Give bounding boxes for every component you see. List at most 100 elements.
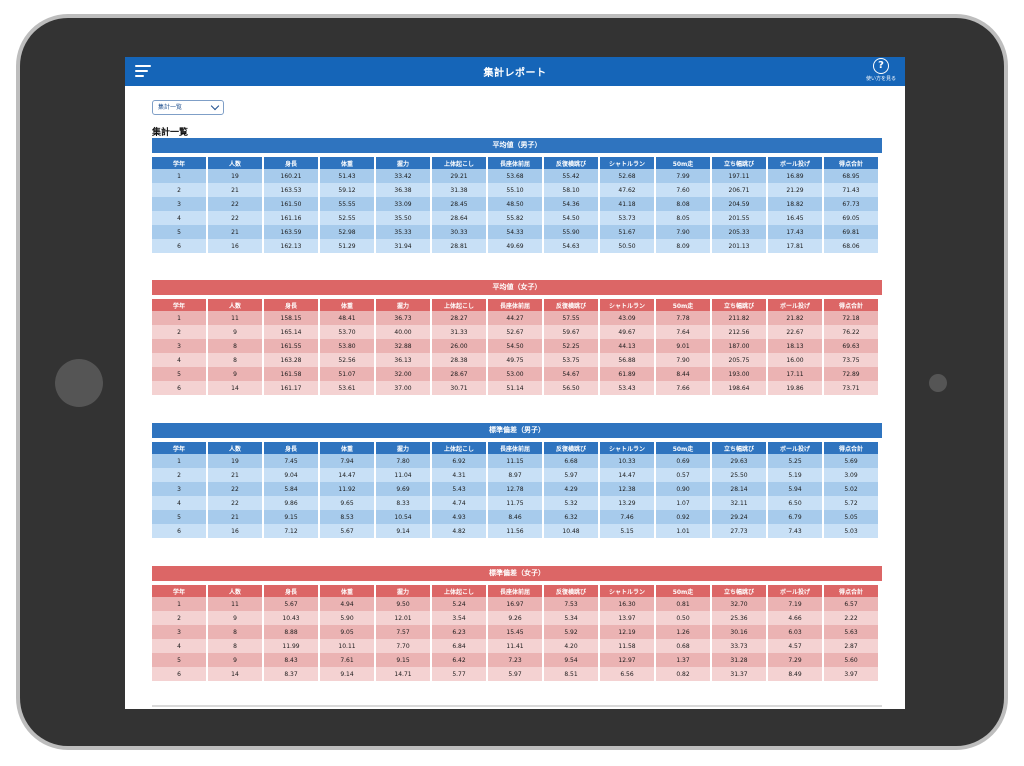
table-cell: 7.61 (320, 653, 374, 667)
table-cell: 52.68 (600, 169, 654, 183)
table-cell: 6.42 (432, 653, 486, 667)
table-cell: 0.69 (656, 454, 710, 468)
table-cell: 8.08 (656, 197, 710, 211)
table-cell: 8.97 (488, 468, 542, 482)
table-cell: 71.43 (824, 183, 878, 197)
table-cell: 5.34 (544, 611, 598, 625)
table-cell: 5.67 (264, 597, 318, 611)
table-cell: 19.86 (768, 381, 822, 395)
table-cell: 52.25 (544, 339, 598, 353)
table-cell: 6 (152, 381, 206, 395)
table-cell: 28.67 (432, 367, 486, 381)
table-cell: 11.92 (320, 482, 374, 496)
column-header: 立ち幅跳び (712, 299, 766, 311)
table-cell: 48.50 (488, 197, 542, 211)
table-cell: 162.13 (264, 239, 318, 253)
table-cell: 54.36 (544, 197, 598, 211)
table-cell: 16 (208, 239, 262, 253)
report-type-dropdown[interactable]: 集計一覧 (152, 100, 224, 115)
table-cell: 51.14 (488, 381, 542, 395)
dropdown-value: 集計一覧 (158, 104, 183, 111)
table-cell: 3 (152, 197, 206, 211)
table-cell: 6 (152, 524, 206, 538)
table-cell: 8.33 (376, 496, 430, 510)
table-cell: 73.71 (824, 381, 878, 395)
table-cell: 201.13 (712, 239, 766, 253)
column-header: 立ち幅跳び (712, 585, 766, 597)
table-cell: 9.14 (376, 524, 430, 538)
table-cell: 10.33 (600, 454, 654, 468)
app-title: 集計レポート (483, 68, 547, 79)
table-cell: 6 (152, 239, 206, 253)
table-cell: 7.99 (656, 169, 710, 183)
table-cell: 4.57 (768, 639, 822, 653)
table-cell: 55.82 (488, 211, 542, 225)
table-row: 2 21 9.04 14.47 11.04 4.31 8.97 5.97 14.47 0.57 25… (152, 468, 878, 482)
table-cell: 36.73 (376, 311, 430, 325)
table-cell: 161.55 (264, 339, 318, 353)
column-header: 人数 (208, 299, 262, 311)
column-header: 得点合計 (824, 585, 878, 597)
table-cell: 51.43 (320, 169, 374, 183)
column-header: 体重 (320, 442, 374, 454)
table-cell: 22.67 (768, 325, 822, 339)
column-header: 立ち幅跳び (712, 157, 766, 169)
column-header: 上体起こし (432, 299, 486, 311)
table-cell: 7.64 (656, 325, 710, 339)
help-button[interactable]: ? 使い方を見る (861, 58, 901, 85)
table-cell: 32.11 (712, 496, 766, 510)
table-cell: 10.43 (264, 611, 318, 625)
table-cell: 5.15 (600, 524, 654, 538)
table-cell: 3 (152, 339, 206, 353)
table-cell: 7.12 (264, 524, 318, 538)
data-table: 学年 人数 身長 体重 握力 上体起こし 長座体前屈 反復横跳び シャトルラン 50m走 立ち幅跳び… (150, 157, 880, 253)
table-cell: 9.05 (320, 625, 374, 639)
table-cell: 49.75 (488, 353, 542, 367)
column-header: 50m走 (656, 299, 710, 311)
table-cell: 31.38 (432, 183, 486, 197)
table-cell: 198.64 (712, 381, 766, 395)
table-cell: 3 (152, 482, 206, 496)
column-header: 上体起こし (432, 157, 486, 169)
table-cell: 13.29 (600, 496, 654, 510)
table-cell: 6.50 (768, 496, 822, 510)
table-cell: 44.27 (488, 311, 542, 325)
table-cell: 54.50 (544, 211, 598, 225)
table-cell: 51.07 (320, 367, 374, 381)
table-cell: 28.14 (712, 482, 766, 496)
table-cell: 16.89 (768, 169, 822, 183)
hamburger-menu-icon[interactable] (135, 65, 151, 78)
table-cell: 5.24 (432, 597, 486, 611)
column-header: 長座体前屈 (488, 299, 542, 311)
table-cell: 69.05 (824, 211, 878, 225)
table-cell: 5.90 (320, 611, 374, 625)
table-cell: 8.09 (656, 239, 710, 253)
table-cell: 9.15 (264, 510, 318, 524)
section-title: 標準偏差（女子） (152, 566, 882, 581)
table-cell: 51.67 (600, 225, 654, 239)
table-cell: 6.03 (768, 625, 822, 639)
table-cell: 22 (208, 211, 262, 225)
table-cell: 33.73 (712, 639, 766, 653)
table-cell: 5.19 (768, 468, 822, 482)
column-header: 握力 (376, 585, 430, 597)
table-cell: 14.71 (376, 667, 430, 681)
table-cell: 2.22 (824, 611, 878, 625)
table-cell: 5.32 (544, 496, 598, 510)
table-cell: 8.37 (264, 667, 318, 681)
table-cell: 8.53 (320, 510, 374, 524)
table-cell: 5.97 (488, 667, 542, 681)
table-cell: 7.23 (488, 653, 542, 667)
column-header: 学年 (152, 299, 206, 311)
help-label: 使い方を見る (865, 76, 896, 82)
table-row: 5 9 8.43 7.61 9.15 6.42 7.23 9.54 12.97 1.37 31.28… (152, 653, 878, 667)
section-mean-male: 平均値（男子） 学年 人数 身長 体重 握力 上体起こし 長座体前屈 反復横跳び シャトルラン 5… (152, 138, 882, 253)
table-cell: 0.82 (656, 667, 710, 681)
table-cell: 56.50 (544, 381, 598, 395)
table-cell: 53.61 (320, 381, 374, 395)
table-cell: 8.51 (544, 667, 598, 681)
tablet-home-button[interactable] (55, 359, 103, 407)
table-cell: 2 (152, 325, 206, 339)
table-cell: 9.86 (264, 496, 318, 510)
table-cell: 5.69 (824, 454, 878, 468)
